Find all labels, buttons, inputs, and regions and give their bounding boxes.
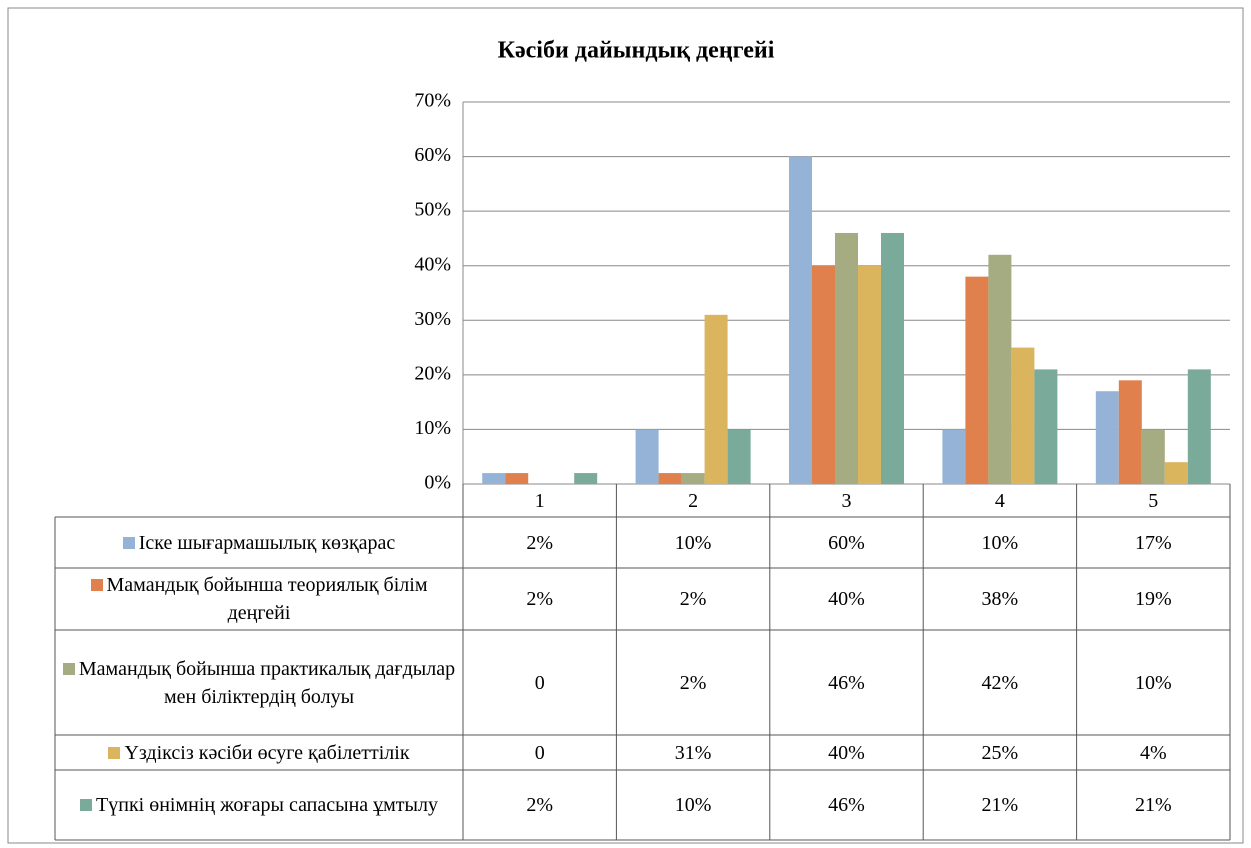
bar bbox=[727, 429, 751, 484]
bar bbox=[1164, 462, 1188, 484]
bar bbox=[681, 473, 705, 484]
y-tick-label: 40% bbox=[414, 253, 451, 275]
legend-swatch bbox=[108, 746, 121, 759]
bar bbox=[942, 429, 966, 484]
value-label: 2% bbox=[679, 588, 707, 610]
value-label: 0 bbox=[534, 671, 545, 694]
legend-label: Мамандық бойынша теориялық білім деңгейі bbox=[106, 574, 428, 624]
bar bbox=[1034, 369, 1058, 484]
legend-label: Мамандық бойынша практикалық дағдылар ме… bbox=[78, 657, 456, 708]
legend-content: Мамандық бойынша теориялық білім деңгейі bbox=[61, 571, 457, 627]
bar bbox=[1187, 369, 1211, 484]
value-label: 42% bbox=[981, 671, 1019, 694]
value-label: 10% bbox=[981, 531, 1019, 554]
x-tick-label: 3 bbox=[841, 489, 852, 512]
value-label: 21% bbox=[981, 794, 1019, 816]
x-tick-label: 4 bbox=[994, 489, 1005, 512]
y-tick-label: 10% bbox=[414, 417, 451, 439]
value-label: 40% bbox=[828, 588, 865, 610]
bar bbox=[1095, 391, 1119, 484]
legend-entry: Мамандық бойынша теориялық білім деңгейі bbox=[55, 568, 463, 630]
bar bbox=[574, 473, 598, 484]
bar bbox=[1141, 429, 1165, 484]
value-label: 4% bbox=[1139, 741, 1167, 764]
legend-swatch bbox=[80, 799, 93, 811]
legend-swatch bbox=[90, 579, 103, 591]
legend-entry: Түпкі өнімнің жоғары сапасына ұмтылу bbox=[55, 770, 463, 840]
value-label: 19% bbox=[1134, 588, 1172, 610]
y-tick-label: 0% bbox=[424, 472, 451, 494]
bar bbox=[1118, 380, 1142, 484]
bar bbox=[789, 156, 812, 485]
value-label: 10% bbox=[674, 794, 712, 816]
bar bbox=[482, 473, 506, 484]
bar bbox=[812, 265, 835, 484]
legend-label: Үздіксіз кәсіби өсуге қабілеттілік bbox=[124, 741, 410, 764]
legend-content: Үздіксіз кәсіби өсуге қабілеттілік bbox=[108, 739, 410, 767]
value-label: 40% bbox=[828, 741, 865, 764]
legend-entry: Іске шығармашылық көзқарас bbox=[55, 517, 463, 568]
value-label: 2% bbox=[526, 794, 554, 816]
value-label: 2% bbox=[526, 588, 554, 610]
bar bbox=[881, 232, 904, 484]
value-label: 46% bbox=[828, 671, 865, 694]
legend-label: Түпкі өнімнің жоғары сапасына ұмтылу bbox=[96, 794, 438, 816]
value-label: 17% bbox=[1134, 531, 1172, 554]
y-tick-label: 30% bbox=[414, 308, 451, 330]
y-tick-label: 20% bbox=[414, 362, 451, 384]
y-tick-label: 70% bbox=[414, 90, 451, 112]
chart-title: Кәсіби дайындық деңгейі bbox=[498, 38, 775, 64]
bar bbox=[835, 232, 858, 484]
bar bbox=[965, 276, 989, 484]
x-tick-label: 2 bbox=[688, 489, 699, 512]
value-label: 10% bbox=[1134, 671, 1172, 694]
legend-content: Түпкі өнімнің жоғары сапасына ұмтылу bbox=[80, 791, 438, 819]
bar bbox=[858, 265, 881, 484]
bar bbox=[1011, 347, 1035, 484]
value-label: 46% bbox=[828, 794, 865, 816]
value-label: 0 bbox=[534, 741, 545, 764]
y-tick-label: 50% bbox=[414, 199, 451, 221]
frame bbox=[7, 7, 1244, 844]
legend-label: Іске шығармашылық көзқарас bbox=[138, 531, 396, 554]
bar bbox=[635, 429, 659, 484]
bar bbox=[988, 254, 1012, 484]
legend-content: Мамандық бойынша практикалық дағдылар ме… bbox=[61, 655, 457, 711]
value-label: 2% bbox=[679, 671, 707, 694]
value-label: 31% bbox=[674, 741, 712, 764]
bar bbox=[658, 473, 682, 484]
legend-swatch bbox=[62, 662, 75, 675]
y-tick-label: 60% bbox=[414, 144, 451, 166]
value-label: 60% bbox=[828, 531, 865, 554]
value-label: 21% bbox=[1134, 794, 1172, 816]
value-label: 10% bbox=[674, 531, 712, 554]
legend-entry: Үздіксіз кәсіби өсуге қабілеттілік bbox=[55, 735, 463, 770]
legend-swatch bbox=[122, 536, 135, 549]
bar bbox=[704, 314, 728, 484]
value-label: 2% bbox=[526, 531, 554, 554]
x-tick-label: 1 bbox=[534, 489, 545, 512]
legend-entry: Мамандық бойынша практикалық дағдылар ме… bbox=[55, 630, 463, 735]
value-label: 25% bbox=[981, 741, 1019, 764]
x-tick-label: 5 bbox=[1148, 489, 1159, 512]
bar bbox=[505, 473, 529, 484]
value-label: 38% bbox=[981, 588, 1019, 610]
legend-content: Іске шығармашылық көзқарас bbox=[122, 529, 396, 557]
